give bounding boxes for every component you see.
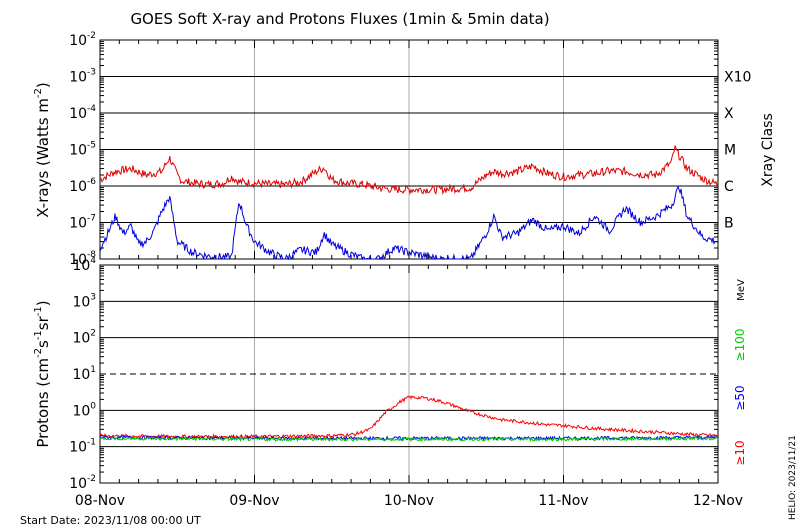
proton-y-tick-label: 102 xyxy=(72,329,96,347)
proton-y-tick-label: 10-1 xyxy=(69,438,96,456)
legend-label: ≥100 xyxy=(733,329,747,362)
xray-class-label: C xyxy=(724,179,734,195)
proton-y-tick-label: 103 xyxy=(72,292,96,310)
xray-y-tick-label: 10-5 xyxy=(69,141,96,159)
helio-stamp: HELIO: 2023/11/21 xyxy=(788,435,798,520)
proton-y-tick-label: 100 xyxy=(72,401,96,419)
proton-y-tick-label: 10-2 xyxy=(69,474,96,492)
proton-y-tick-label: 104 xyxy=(72,256,96,274)
legend-label: ≥50 xyxy=(733,385,747,410)
xray-class-label: M xyxy=(724,143,736,159)
xray-y-tick-label: 10-4 xyxy=(69,104,96,122)
start-date: Start Date: 2023/11/08 00:00 UT xyxy=(20,514,201,527)
xray-panel: 10-2 10-3 10-4 10-5 10-6 10-7 10-8 X10 X M C B Xray … xyxy=(33,31,776,268)
xray-series-xrs_short xyxy=(99,185,719,261)
x-tick-label: 11-Nov xyxy=(538,493,588,509)
proton-y-axis-label: Protons (cm-2s-1sr-1) xyxy=(33,300,52,447)
xray-y-axis-label: X-rays (Watts m-2) xyxy=(33,82,52,217)
xray-y-tick-label: 10-8 xyxy=(69,250,96,268)
x-tick-label: 08-Nov xyxy=(75,493,125,509)
chart-title: GOES Soft X-ray and Protons Fluxes (1min… xyxy=(130,10,549,28)
legend-label: ≥10 xyxy=(733,440,747,465)
xray-series-xrs_long xyxy=(99,145,719,196)
xray-class-axis-label: Xray Class xyxy=(760,113,776,187)
proton-unit-label: MeV xyxy=(736,279,747,301)
xray-class-label: X10 xyxy=(724,70,751,86)
x-tick-label: 09-Nov xyxy=(229,493,279,509)
xray-y-tick-label: 10-3 xyxy=(69,68,96,86)
proton-y-tick-label: 101 xyxy=(72,365,96,383)
xray-class-label: B xyxy=(724,216,734,232)
proton-series-p100 xyxy=(99,435,719,443)
xray-class-label: X xyxy=(724,106,734,122)
proton-panel: 104 103 102 101 100 10-1 10-2 MeV ≥100 ≥50 ≥10 Prot… xyxy=(33,256,747,509)
xray-y-tick-label: 10-7 xyxy=(69,214,96,232)
xray-y-tick-label: 10-6 xyxy=(69,177,96,195)
xray-y-tick-label: 10-2 xyxy=(69,31,96,49)
x-tick-label: 12-Nov xyxy=(693,493,743,509)
x-tick-label: 10-Nov xyxy=(384,493,434,509)
